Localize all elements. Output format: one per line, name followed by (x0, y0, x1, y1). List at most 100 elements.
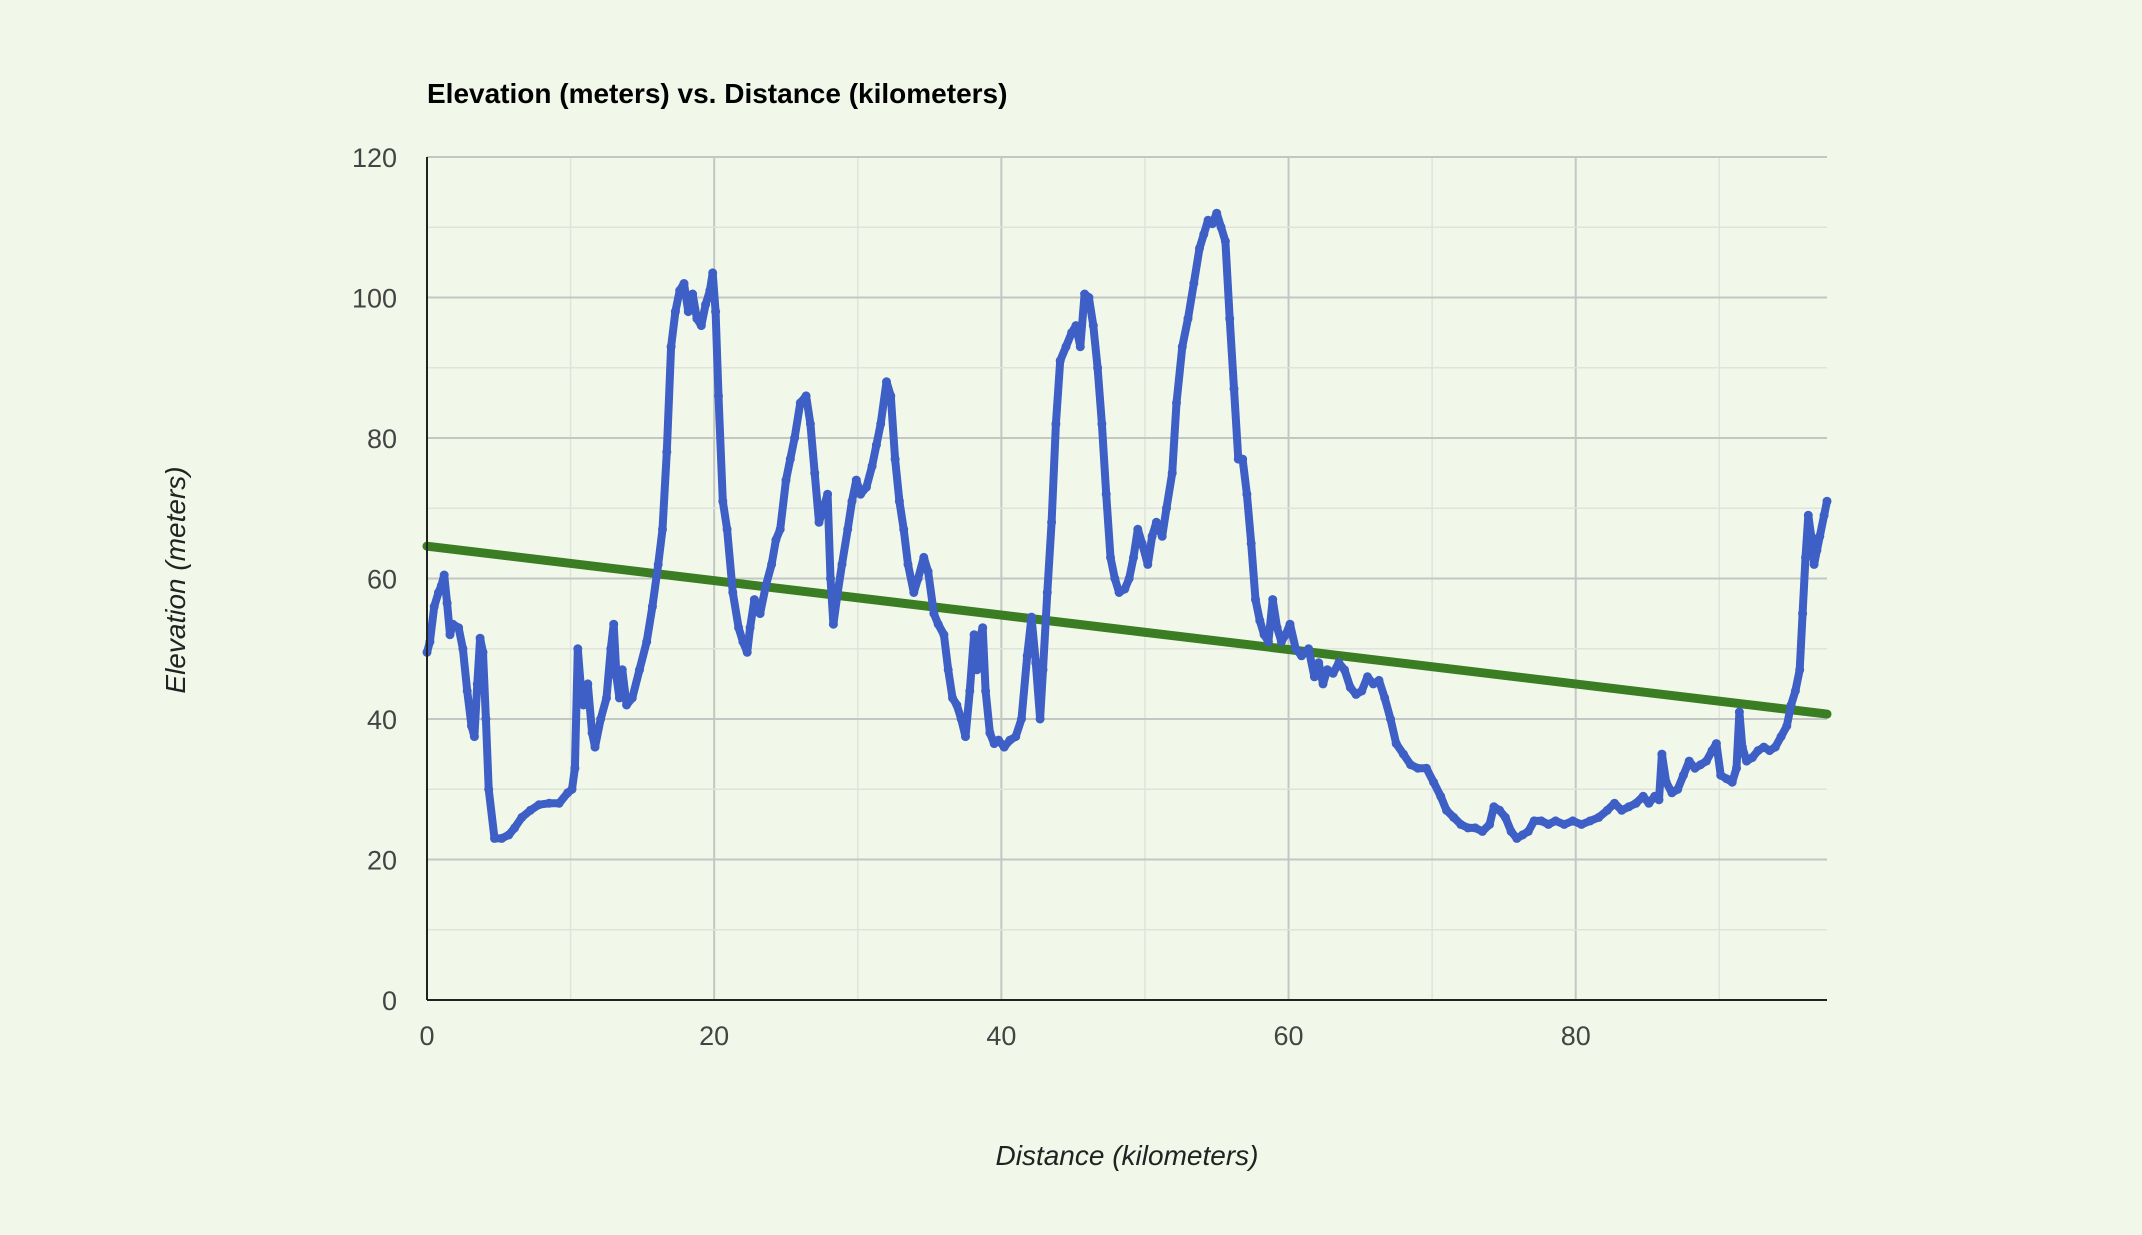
elevation-point (1463, 823, 1473, 833)
elevation-point (1421, 763, 1431, 773)
elevation-point (583, 679, 593, 689)
elevation-point (1017, 714, 1026, 724)
elevation-point (1806, 531, 1816, 541)
elevation-point (484, 784, 494, 794)
elevation-point (1577, 819, 1586, 829)
elevation-point (1334, 658, 1344, 668)
elevation-point (1406, 760, 1416, 770)
elevation-point (1391, 739, 1401, 749)
elevation-point (688, 289, 698, 299)
elevation-point (469, 732, 479, 742)
y-axis-title: Elevation (meters) (160, 466, 191, 693)
elevation-point (818, 503, 828, 513)
elevation-point (1559, 819, 1569, 829)
elevation-point (903, 559, 913, 569)
elevation-point (666, 342, 676, 352)
elevation-point (1151, 517, 1161, 527)
elevation-point (442, 598, 452, 608)
elevation-point (1436, 791, 1446, 801)
elevation-point (1654, 795, 1664, 805)
elevation-point (856, 489, 866, 499)
elevation-point (1304, 644, 1314, 654)
x-tick-label: 40 (986, 1021, 1016, 1051)
elevation-point (692, 314, 702, 324)
elevation-point (771, 535, 781, 545)
elevation-point (933, 619, 943, 629)
elevation-point (1042, 588, 1052, 597)
elevation-point (1011, 732, 1021, 742)
elevation-point (1285, 619, 1295, 629)
elevation-point (708, 268, 718, 278)
elevation-point (843, 524, 853, 534)
elevation-point (1259, 630, 1269, 640)
elevation-point (886, 391, 896, 401)
elevation-point (627, 693, 637, 703)
elevation-point (1624, 802, 1634, 812)
elevation-point (1088, 321, 1098, 331)
elevation-point (1183, 314, 1193, 324)
elevation-point (882, 377, 891, 387)
elevation-point (939, 630, 949, 640)
elevation-point (1429, 777, 1439, 787)
elevation-point (1120, 584, 1130, 594)
elevation-point (965, 686, 975, 696)
elevation-point (1129, 552, 1138, 562)
elevation-point (894, 496, 904, 506)
elevation-point (919, 552, 929, 562)
y-tick-label: 120 (352, 143, 397, 173)
elevation-point (1195, 243, 1204, 253)
elevation-point (738, 637, 748, 647)
elevation-point (767, 559, 777, 569)
elevation-point (837, 559, 847, 569)
elevation-point (742, 647, 752, 657)
elevation-point (1795, 665, 1805, 675)
elevation-point (1047, 517, 1057, 527)
elevation-point (745, 623, 755, 633)
elevation-point (1022, 651, 1032, 661)
elevation-point (801, 391, 811, 401)
elevation-point (617, 665, 627, 675)
elevation-point (635, 665, 644, 675)
elevation-point (602, 693, 611, 703)
elevation-point (1803, 510, 1813, 520)
elevation-point (1644, 798, 1654, 808)
elevation-point (596, 714, 606, 724)
elevation-point (781, 475, 791, 485)
elevation-point (1449, 812, 1459, 822)
elevation-point (1251, 595, 1260, 605)
elevation-point (1035, 714, 1045, 724)
elevation-point (1207, 219, 1217, 229)
elevation-point (1124, 574, 1134, 583)
elevation-point (1707, 746, 1717, 756)
elevation-point (1084, 293, 1094, 302)
elevation-point (567, 784, 577, 794)
elevation-point (861, 482, 871, 492)
elevation-point (1071, 321, 1081, 331)
elevation-point (1075, 342, 1085, 352)
elevation-point (454, 623, 464, 633)
elevation-point (826, 574, 835, 583)
elevation-point (1137, 538, 1147, 548)
elevation-point (805, 419, 815, 429)
elevation-point (1631, 798, 1641, 808)
elevation-point (1529, 816, 1539, 826)
x-tick-label: 20 (699, 1021, 729, 1051)
elevation-point (434, 588, 443, 597)
elevation-point (1657, 749, 1667, 759)
elevation-point (614, 693, 624, 703)
elevation-point (1340, 665, 1349, 675)
elevation-point (1246, 538, 1256, 548)
chart-title: Elevation (meters) vs. Distance (kilomet… (427, 78, 1007, 109)
elevation-point (1172, 398, 1181, 408)
elevation-point (985, 728, 995, 738)
elevation-point (1477, 826, 1487, 836)
elevation-point (1110, 574, 1120, 583)
elevation-point (1177, 342, 1187, 352)
elevation-point (956, 714, 966, 724)
elevation-point (981, 686, 991, 696)
elevation-point (1678, 770, 1688, 780)
elevation-point (1167, 468, 1177, 478)
elevation-point (472, 679, 482, 689)
elevation-point (775, 524, 785, 534)
